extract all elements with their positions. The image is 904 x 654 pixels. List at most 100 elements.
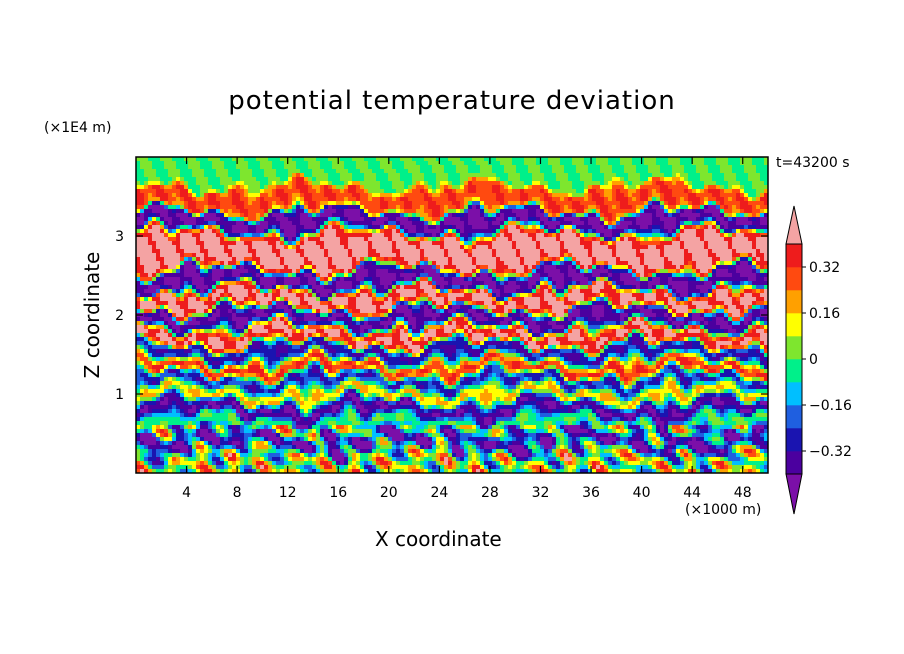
heatmap-cell	[368, 261, 373, 266]
heatmap-cell	[724, 229, 729, 234]
heatmap-cell	[660, 241, 665, 246]
heatmap-cell	[444, 253, 449, 258]
heatmap-cell	[656, 161, 661, 166]
heatmap-cell	[684, 225, 689, 230]
heatmap-cell	[732, 229, 737, 234]
heatmap-cell	[436, 253, 441, 258]
heatmap-cell	[244, 277, 249, 282]
heatmap-cell	[608, 229, 613, 234]
heatmap-cell	[532, 193, 537, 198]
heatmap-cell	[456, 253, 461, 258]
heatmap-cell	[392, 201, 397, 206]
heatmap-cell	[328, 237, 333, 242]
heatmap-cell	[684, 169, 689, 174]
heatmap-cell	[568, 261, 573, 266]
heatmap-cell	[496, 189, 501, 194]
heatmap-cell	[764, 241, 768, 246]
heatmap-cell	[548, 277, 553, 282]
heatmap-cell	[348, 265, 353, 270]
heatmap-cell	[596, 173, 601, 178]
heatmap-cell	[376, 213, 381, 218]
heatmap-cell	[336, 173, 341, 178]
heatmap-cell	[620, 277, 625, 282]
heatmap-cell	[276, 253, 281, 258]
heatmap-cell	[244, 205, 249, 210]
heatmap-cell	[516, 241, 521, 246]
heatmap-cell	[456, 185, 461, 190]
heatmap-cell	[668, 257, 673, 262]
heatmap-cell	[472, 173, 477, 178]
heatmap-cell	[524, 165, 529, 170]
heatmap-cell	[684, 161, 689, 166]
heatmap-cell	[408, 237, 413, 242]
heatmap-cell	[200, 281, 205, 286]
heatmap-cell	[632, 217, 637, 222]
heatmap-cell	[544, 209, 549, 214]
heatmap-cell	[696, 209, 701, 214]
heatmap-cell	[628, 225, 633, 230]
heatmap-cell	[152, 201, 157, 206]
heatmap-cell	[344, 161, 349, 166]
heatmap-cell	[344, 173, 349, 178]
heatmap-cell	[252, 229, 257, 234]
heatmap-cell	[496, 233, 501, 238]
heatmap-cell	[388, 165, 393, 170]
heatmap-cell	[360, 277, 365, 282]
heatmap-cell	[756, 173, 761, 178]
heatmap-cell	[280, 213, 285, 218]
heatmap-cell	[452, 201, 457, 206]
heatmap-cell	[248, 177, 253, 182]
heatmap-cell	[276, 213, 281, 218]
heatmap-cell	[428, 253, 433, 258]
heatmap-cell	[396, 161, 401, 166]
heatmap-cell	[144, 177, 149, 182]
heatmap-cell	[308, 177, 313, 182]
heatmap-cell	[232, 237, 237, 242]
heatmap-cell	[508, 193, 513, 198]
heatmap-cell	[716, 257, 721, 262]
heatmap-cell	[600, 213, 605, 218]
heatmap-cell	[504, 209, 509, 214]
heatmap-cell	[200, 217, 205, 222]
heatmap-cell	[564, 177, 569, 182]
heatmap-cell	[652, 201, 657, 206]
heatmap-cell	[480, 221, 485, 226]
heatmap-cell	[548, 209, 553, 214]
heatmap-cell	[400, 189, 405, 194]
heatmap-cell	[380, 245, 385, 250]
heatmap-cell	[744, 165, 749, 170]
heatmap-cell	[324, 229, 329, 234]
heatmap-cell	[284, 269, 289, 274]
heatmap-cell	[760, 165, 765, 170]
heatmap-cell	[752, 261, 757, 266]
heatmap-cell	[532, 257, 537, 262]
heatmap-cell	[260, 261, 265, 266]
heatmap-cell	[584, 173, 589, 178]
heatmap-cell	[256, 277, 261, 282]
heatmap-cell	[708, 273, 713, 278]
heatmap-cell	[232, 189, 237, 194]
heatmap-cell	[192, 245, 197, 250]
heatmap-cell	[292, 201, 297, 206]
heatmap-cell	[692, 229, 697, 234]
heatmap-cell	[308, 161, 313, 166]
heatmap-cell	[572, 213, 577, 218]
heatmap-cell	[484, 257, 489, 262]
heatmap-cell	[320, 201, 325, 206]
heatmap-cell	[712, 249, 717, 254]
heatmap-cell	[288, 185, 293, 190]
heatmap-cell	[144, 225, 149, 230]
heatmap-cell	[364, 233, 369, 238]
heatmap-cell	[696, 169, 701, 174]
heatmap-cell	[428, 225, 433, 230]
heatmap-cell	[572, 233, 577, 238]
heatmap-cell	[364, 161, 369, 166]
heatmap-cell	[620, 261, 625, 266]
heatmap-cell	[664, 169, 669, 174]
heatmap-cell	[140, 185, 145, 190]
heatmap-cell	[292, 277, 297, 282]
heatmap-cell	[504, 221, 509, 226]
heatmap-cell	[756, 157, 761, 162]
heatmap-cell	[140, 189, 145, 194]
heatmap-cell	[216, 241, 221, 246]
